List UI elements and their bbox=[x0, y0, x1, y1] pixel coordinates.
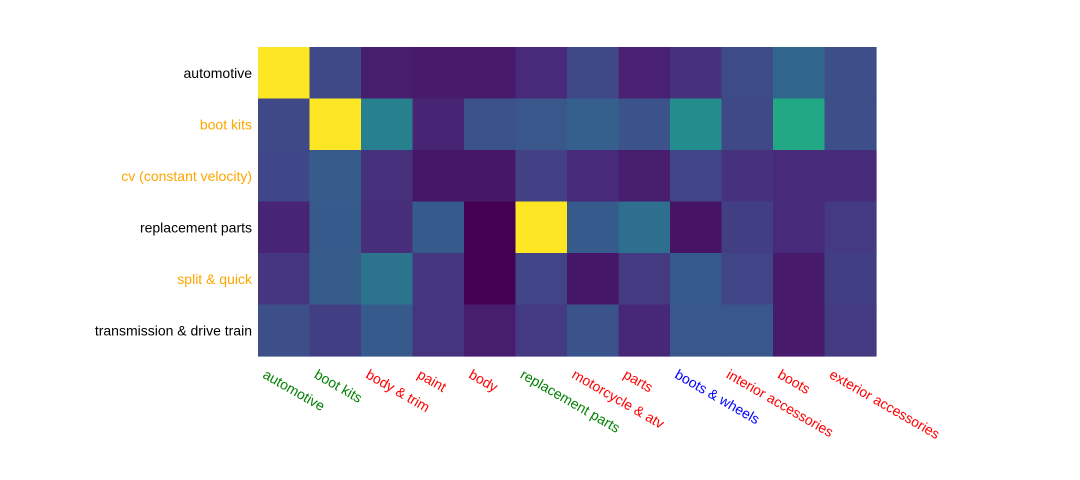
heatmap-cell bbox=[721, 98, 774, 151]
y-tick-label: transmission & drive train bbox=[95, 322, 252, 338]
heatmap-cell bbox=[567, 98, 620, 151]
y-tick-labels: automotive boot kits cv (constant velocity… bbox=[95, 65, 253, 339]
heatmap-cell bbox=[361, 253, 414, 306]
heatmap-cell bbox=[773, 304, 826, 357]
heatmap-cell bbox=[464, 201, 517, 254]
heatmap-cell bbox=[515, 304, 568, 357]
heatmap-cell bbox=[824, 253, 877, 306]
heatmap-cell bbox=[258, 253, 311, 306]
heatmap-cell bbox=[824, 98, 877, 151]
heatmap-cell bbox=[773, 201, 826, 254]
heatmap-cell bbox=[618, 253, 671, 306]
heatmap-cell bbox=[721, 47, 774, 100]
x-tick-label: paint bbox=[415, 366, 449, 395]
heatmap-cell bbox=[309, 253, 362, 306]
heatmap-cell bbox=[464, 150, 517, 203]
heatmap-cell bbox=[670, 98, 723, 151]
heatmap-cell bbox=[309, 47, 362, 100]
heatmap-cell bbox=[670, 150, 723, 203]
heatmap-cell bbox=[618, 201, 671, 254]
heatmap-cell bbox=[412, 47, 465, 100]
heatmap-cell bbox=[618, 47, 671, 100]
heatmap-cell bbox=[412, 253, 465, 306]
heatmap-cell bbox=[258, 304, 311, 357]
heatmap-cells bbox=[258, 47, 877, 357]
heatmap-cell bbox=[309, 304, 362, 357]
heatmap-cell bbox=[721, 253, 774, 306]
heatmap-cell bbox=[361, 201, 414, 254]
heatmap-cell bbox=[361, 98, 414, 151]
heatmap-cell bbox=[258, 201, 311, 254]
heatmap-cell bbox=[361, 304, 414, 357]
heatmap-cell bbox=[721, 201, 774, 254]
heatmap-cell bbox=[258, 150, 311, 203]
heatmap-cell bbox=[773, 47, 826, 100]
y-tick-label: boot kits bbox=[200, 116, 252, 132]
heatmap-cell bbox=[464, 253, 517, 306]
heatmap-cell bbox=[258, 98, 311, 151]
y-tick-label: replacement parts bbox=[140, 219, 252, 235]
heatmap-cell bbox=[618, 150, 671, 203]
heatmap-cell bbox=[670, 47, 723, 100]
x-tick-label: parts bbox=[621, 366, 656, 395]
heatmap-cell bbox=[773, 150, 826, 203]
heatmap-cell bbox=[515, 253, 568, 306]
heatmap-cell bbox=[824, 47, 877, 100]
heatmap-cell bbox=[567, 47, 620, 100]
heatmap-cell bbox=[309, 201, 362, 254]
heatmap-cell bbox=[824, 150, 877, 203]
heatmap-cell bbox=[515, 201, 568, 254]
y-tick-label: automotive bbox=[184, 65, 253, 81]
heatmap-cell bbox=[309, 98, 362, 151]
heatmap-cell bbox=[464, 304, 517, 357]
heatmap-cell bbox=[824, 201, 877, 254]
heatmap-cell bbox=[412, 150, 465, 203]
heatmap-cell bbox=[567, 150, 620, 203]
x-tick-label: exterior accessories bbox=[827, 366, 943, 442]
y-tick-label: split & quick bbox=[177, 271, 253, 287]
heatmap-cell bbox=[258, 47, 311, 100]
heatmap-cell bbox=[670, 304, 723, 357]
heatmap-cell bbox=[309, 150, 362, 203]
heatmap-cell bbox=[721, 304, 774, 357]
y-tick-label: cv (constant velocity) bbox=[121, 168, 252, 184]
heatmap-cell bbox=[618, 304, 671, 357]
heatmap-cell bbox=[618, 98, 671, 151]
heatmap-cell bbox=[515, 47, 568, 100]
heatmap-cell bbox=[567, 304, 620, 357]
heatmap-cell bbox=[464, 98, 517, 151]
heatmap-cell bbox=[412, 304, 465, 357]
heatmap-cell bbox=[464, 47, 517, 100]
heatmap-cell bbox=[412, 98, 465, 151]
heatmap-cell bbox=[515, 98, 568, 151]
heatmap-cell bbox=[361, 150, 414, 203]
heatmap-cell bbox=[515, 150, 568, 203]
heatmap-cell bbox=[670, 253, 723, 306]
x-tick-label: boots bbox=[775, 366, 813, 397]
heatmap-cell bbox=[412, 201, 465, 254]
heatmap-cell bbox=[721, 150, 774, 203]
heatmap-cell bbox=[567, 253, 620, 306]
heatmap-cell bbox=[361, 47, 414, 100]
heatmap-cell bbox=[824, 304, 877, 357]
x-tick-label: body bbox=[466, 366, 500, 395]
heatmap-cell bbox=[773, 253, 826, 306]
heatmap-cell bbox=[773, 98, 826, 151]
heatmap-cell bbox=[670, 201, 723, 254]
heatmap-cell bbox=[567, 201, 620, 254]
